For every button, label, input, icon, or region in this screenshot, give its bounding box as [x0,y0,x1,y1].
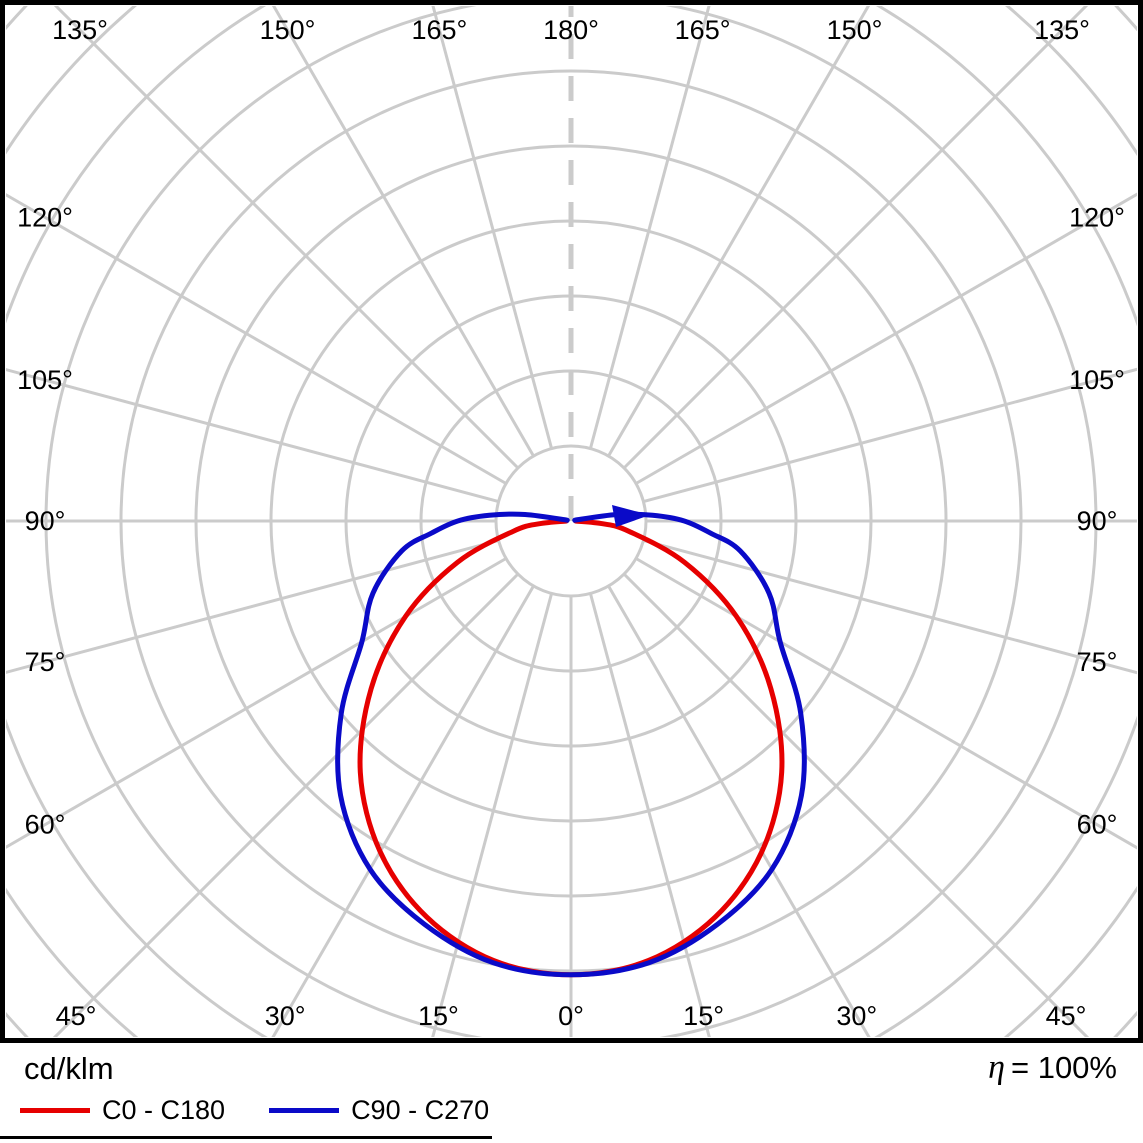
polar-grid-ray [431,6,554,449]
polar-grid-ray [588,593,711,1037]
polar-grid-ray [6,193,507,485]
angle-label: 105° [17,365,73,395]
angle-label: 90° [25,506,66,536]
polar-grid-ray [588,6,711,449]
angle-label: 75° [25,647,66,677]
angle-label: 180° [543,15,599,45]
curve-c90-c270 [335,511,807,978]
polar-grid-ray [643,367,1137,504]
polar-grid-ray [271,585,535,1037]
angle-label: 45° [1046,1001,1087,1031]
curves-layer [335,505,807,978]
angle-label: 150° [260,15,316,45]
polar-grid-ray [607,585,871,1037]
angle-label: 60° [25,810,66,840]
polar-grid-ray [53,6,520,470]
polar-grid-ray [607,6,871,457]
legend-swatch-c90-c270 [269,1108,340,1113]
angle-label: 120° [17,202,73,232]
eta-symbol: η [988,1049,1005,1086]
direction-arrow-icon [612,505,650,527]
angle-label: 45° [56,1001,97,1031]
efficiency-value: = 100% [1010,1050,1117,1085]
polar-grid-ray [622,572,1090,1037]
legend: C0 - C180 C90 - C270 [0,1095,492,1139]
angle-label: 135° [1034,15,1090,45]
legend-label-c0-c180: C0 - C180 [102,1095,226,1125]
legend-swatch-c0-c180 [20,1108,90,1113]
angle-label: 30° [836,1001,877,1031]
polar-grid-ray [635,557,1137,850]
chart-footer: cd/klm η = 100% C0 - C180 C90 - C270 [0,1043,1143,1143]
polar-grid-ray [635,192,1137,485]
angle-label: 15° [418,1001,459,1031]
legend-label-c90-c270: C90 - C270 [351,1095,490,1125]
angle-label: 30° [265,1001,306,1031]
polar-grid-ray [52,572,520,1037]
polar-grid-ray [622,6,1089,470]
angle-label: 105° [1069,365,1125,395]
angle-label: 165° [675,15,731,45]
polar-diagram: 180° 165° 165° 150° 150° 135° 135° 120° 120° 105°… [0,0,1143,1043]
angle-label: 75° [1077,647,1118,677]
units-label: cd/klm [24,1051,114,1086]
polar-grid-ray [271,6,535,457]
polar-grid-ray [6,538,499,674]
angle-label: 120° [1069,202,1125,232]
angle-label: 15° [683,1001,724,1031]
polar-grid-ray [6,368,499,504]
angle-label: 165° [411,15,467,45]
angle-label: 135° [52,15,108,45]
efficiency-label: η = 100% [988,1049,1117,1087]
angle-label: 0° [558,1001,584,1031]
polar-grid [6,6,1137,1037]
polar-grid-ray [6,557,507,849]
polar-grid-ray [431,593,554,1037]
polar-grid-ray [643,538,1137,675]
angle-label: 150° [827,15,883,45]
angle-label: 60° [1077,810,1118,840]
angle-label: 90° [1077,506,1118,536]
